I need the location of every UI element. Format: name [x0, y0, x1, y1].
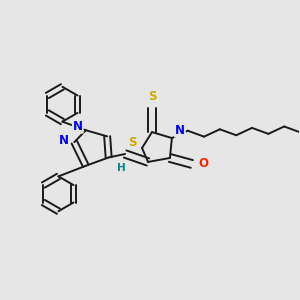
Text: N: N: [59, 134, 69, 147]
Text: S: S: [128, 136, 136, 148]
Text: N: N: [175, 124, 185, 136]
Text: H: H: [117, 163, 125, 173]
Text: N: N: [73, 120, 83, 133]
Text: S: S: [148, 90, 156, 103]
Text: O: O: [199, 158, 209, 170]
